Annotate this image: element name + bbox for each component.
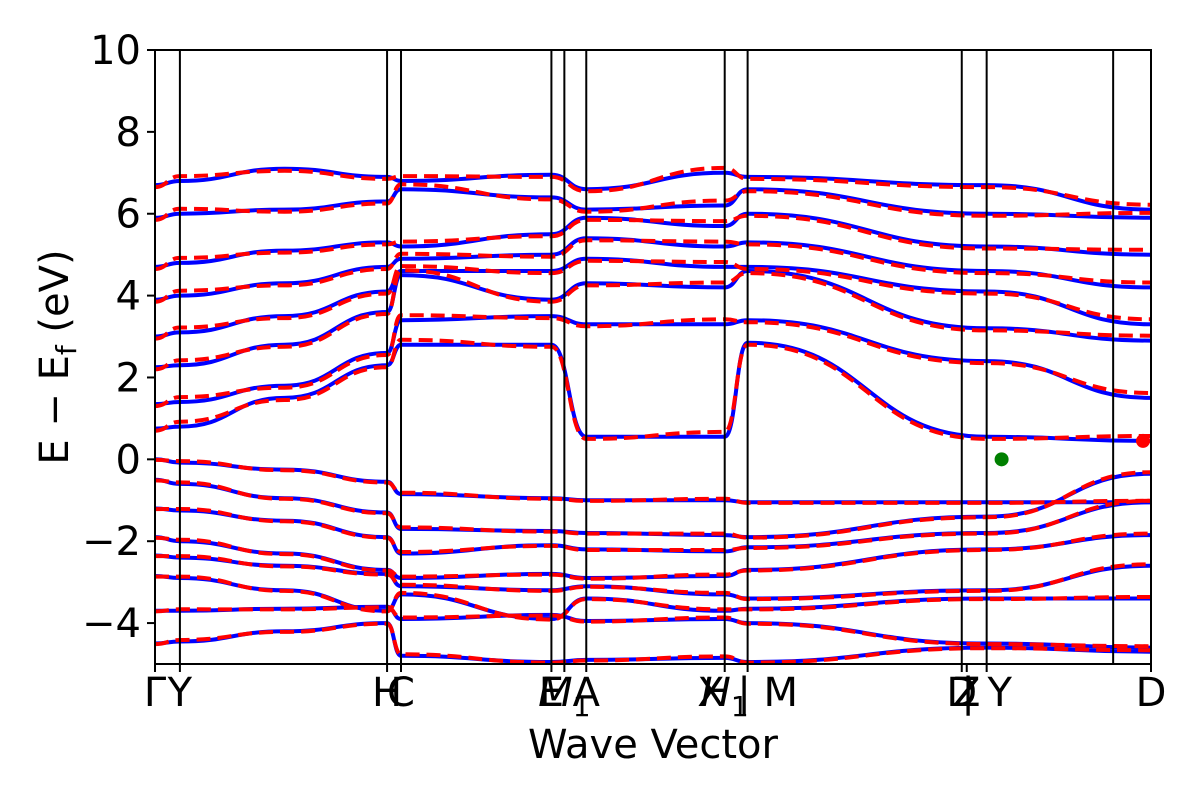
band-line [154,500,1152,556]
band-line [154,213,1152,271]
y-tick-label: −2 [82,519,141,565]
y-tick-label: 10 [90,28,141,74]
band-line [154,471,1152,540]
x-tick-label: | Y [961,670,1012,716]
band-line [154,337,1152,441]
x-tick-label: Γ [144,670,167,716]
x-tick-label: M1 [538,670,590,723]
band-line [154,605,1152,649]
x-tick-label: E [539,670,564,716]
band-line [154,268,1152,372]
band-line [154,457,1152,505]
band-line [154,166,1152,212]
bands-group [154,165,1152,665]
vbm-marker [994,452,1009,467]
plot-frame [154,49,1152,665]
x-axis-label: Wave Vector [528,722,779,768]
x-tick-label: X | M [697,670,798,716]
band-line [154,531,1152,581]
x-tick-label: Y [167,670,193,716]
x-tick-label: C [387,670,415,716]
y-tick-label: 0 [116,437,141,483]
y-tick-label: −4 [82,601,141,647]
x-tick-label: Z [953,670,980,716]
band-line [154,313,1152,409]
band-line [154,258,1152,341]
y-tick-label: 6 [116,192,141,238]
y-tick-label: 2 [116,355,141,401]
y-tick-label: 8 [116,110,141,156]
band-line [155,554,1152,602]
band-line [154,238,1152,304]
x-tick-label: H [372,670,402,716]
x-tick-label: D [946,670,977,716]
band-line [154,574,1152,622]
x-tick-label: D [1136,670,1167,716]
band-line [154,340,1152,443]
y-tick-label: 4 [116,274,141,320]
band-line [154,256,1152,339]
band-line [155,604,1152,650]
x-tick-label: A [573,670,601,716]
band-line [154,269,1152,370]
cbm-marker [1136,433,1151,448]
band-line [154,165,1152,207]
x-tick-label: H1 [701,670,749,723]
y-axis-label-main: E − E [32,355,78,465]
high-symmetry-lines [154,50,1152,664]
extrema-markers [994,433,1151,467]
y-axis-label-unit: (eV) [32,249,78,345]
band-line [154,187,1152,220]
y-axis-label: E − Ef (eV) [32,249,83,464]
band-line [154,621,1152,665]
band-line [154,498,1152,554]
band-line [154,182,1152,222]
y-axis-label-sub: f [50,344,83,355]
y-axis-ticks: 10 8 6 4 2 0 −2 −4 [82,28,155,647]
band-line [154,470,1152,540]
